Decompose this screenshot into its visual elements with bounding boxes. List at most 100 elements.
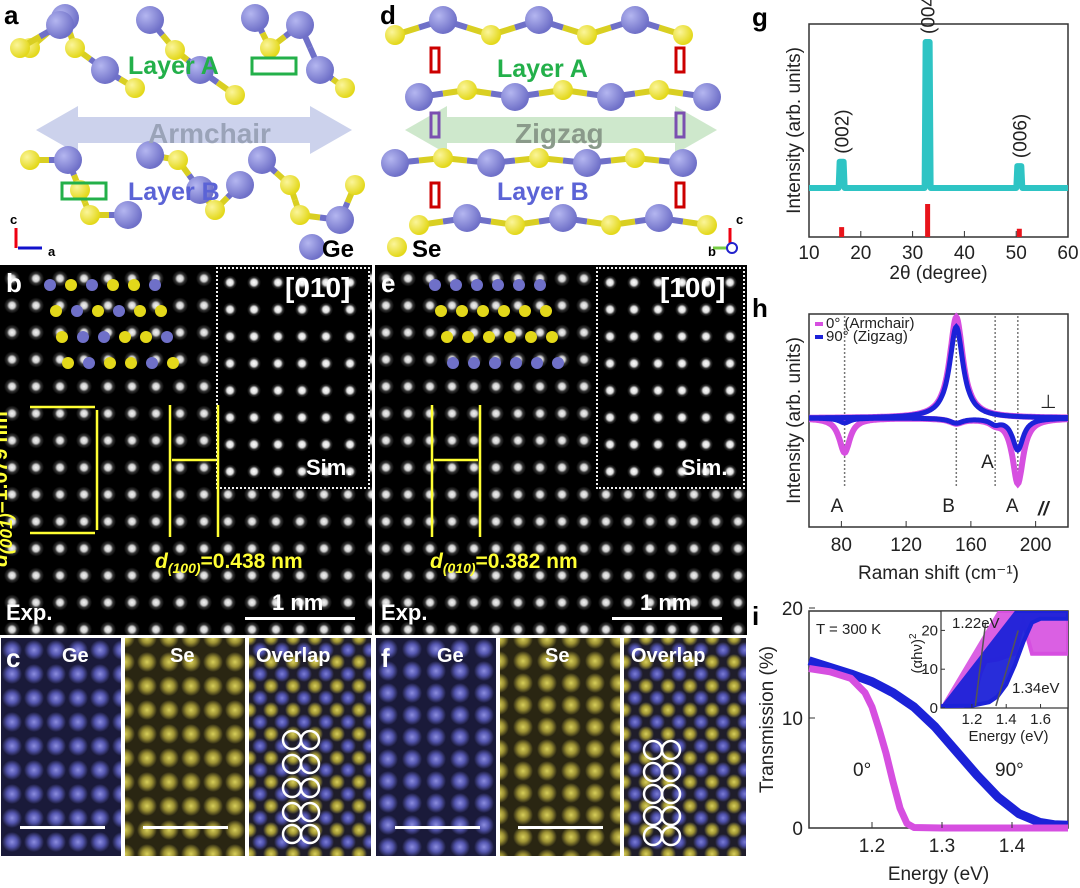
onset-label-90deg: 1.34eV [1012,680,1060,697]
inset-x-tick-label: 1.6 [1030,711,1051,728]
displacement-arrow [674,46,686,74]
se-atom [385,25,405,45]
se-atom [104,357,116,369]
x-tick-label: 160 [955,535,987,556]
linear-fit-line [974,622,987,707]
zone-axis-label: [010] [285,272,351,303]
ge-atom [86,279,98,291]
panel-label-g: g [752,2,768,32]
armchair-crystal-structure [10,4,365,260]
se-atom [481,25,501,45]
se-atom [504,331,516,343]
se-atom [125,78,145,98]
x-tick-label: 1.4 [999,836,1026,857]
legend-swatch [815,322,823,326]
x-tick-label: 50 [1006,243,1027,264]
zone-axis-label: [100] [660,272,726,303]
onset-label-0deg: 1.22eV [952,615,1000,632]
parallel-symbol: // [1037,499,1050,520]
se-atom [498,305,510,317]
series-label-90deg: 90° [995,760,1024,781]
se-atom [168,150,188,170]
map-label-se: Se [545,645,570,667]
scale-bar [20,826,105,829]
layer-a-label: Layer A [497,55,588,83]
y-axis-label: Intensity (arb. units) [784,47,805,214]
ge-atom [597,83,625,111]
mode-label: B [942,496,955,517]
se-atom [10,38,30,58]
inset-y-tick-label: 10 [921,661,938,678]
simulated-image-e [596,267,745,489]
se-atom [525,331,537,343]
ge-atom [286,11,314,39]
ge-atom [83,357,95,369]
ge-atom [405,83,433,111]
se-atom [462,331,474,343]
d-symbol: d [155,550,168,573]
ge-atom [248,146,276,174]
ge-atom [501,83,529,111]
scale-bar [395,826,480,829]
ge-atom [531,357,543,369]
se-atom [290,205,310,225]
ge-atom [471,279,483,291]
x-axis-label: Energy (eV) [888,864,989,885]
se-atom [128,279,140,291]
scale-bar-label: 1 nm [640,590,692,615]
ge-atom [552,357,564,369]
stem-image-e [375,265,747,635]
mode-label: A [831,496,844,517]
x-tick-label: 10 [798,243,819,264]
se-atom [205,200,225,220]
plot-frame [808,23,1069,238]
se-atom [50,305,62,317]
xrd-series [809,39,1068,191]
reference-bar [839,227,845,237]
y-tick-label: 10 [782,709,803,730]
ge-atom [525,6,553,34]
se-atom [540,305,552,317]
inset-y-axis-sup: 2 [908,633,919,639]
temperature-label: T = 300 K [816,621,881,638]
raman-series-parallel [809,415,1068,453]
ge-atom [513,279,525,291]
scale-bar [245,617,355,620]
se-atom [577,25,597,45]
se-atom [519,305,531,317]
armchair-direction-label: Armchair [148,118,271,149]
legend-ge-label: Ge [322,236,355,263]
ge-atom [98,331,110,343]
ge-atom [114,201,142,229]
se-atom [167,357,179,369]
se-atom [260,38,280,58]
ge-atom [226,171,254,199]
ge-atom [44,279,56,291]
legend-entry: 0° (Armchair) [826,315,915,332]
scale-bar-label: 1 nm [272,590,324,615]
armchair-arrow [36,106,352,154]
eds-map-ge [0,637,122,857]
ge-atom [306,56,334,84]
panel-label-c: c [6,643,21,673]
se-atom [673,25,693,45]
se-atom [80,205,100,225]
sim-label: Sim. [681,455,728,480]
ge-atom [186,176,214,204]
inset-y-tick-label: 20 [921,622,938,639]
map-label-overlap: Overlap [256,645,331,667]
scale-bar [612,617,722,620]
d-index: (010) [442,560,476,577]
x-tick-label: 40 [954,243,975,264]
sim-label: Sim. [306,455,353,480]
eds-map-overlap [248,637,372,857]
atom-overlay-b [30,279,220,537]
layer-b-label: Layer B [497,178,589,206]
x-tick-label: 80 [831,535,852,556]
zigzag-crystal-structure [381,6,738,257]
se-atom [20,150,40,170]
series-label-0deg: 0° [853,760,871,781]
legend-swatch [815,335,823,339]
panel-label-b: b [6,268,22,298]
